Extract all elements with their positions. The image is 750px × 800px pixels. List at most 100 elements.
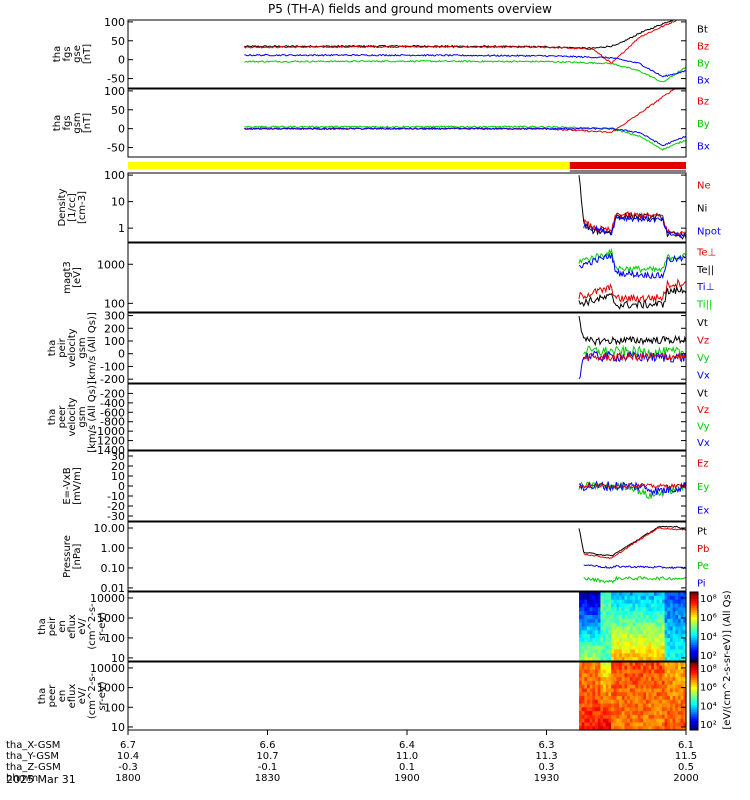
heat-cell (581, 649, 585, 654)
heat-cell (659, 688, 663, 693)
heat-cell (672, 684, 676, 690)
heat-cell (635, 630, 639, 635)
y-tick-label: 1000 (97, 682, 125, 695)
heat-cell (581, 595, 585, 601)
heat-cell (629, 615, 634, 620)
heat-cell (683, 622, 687, 628)
heat-cell (659, 634, 663, 639)
y-label-line: [mV/m] (72, 467, 83, 505)
heat-cell (608, 630, 612, 635)
heat-cell (600, 626, 604, 631)
heat-cell (659, 696, 663, 701)
heat-cell (640, 634, 644, 639)
heat-cell (677, 714, 682, 720)
y-tick-label: 50 (111, 104, 125, 117)
heat-cell (672, 696, 676, 701)
heat-cell (589, 653, 594, 658)
heat-cell (619, 630, 623, 635)
heat-cell (619, 669, 623, 674)
heat-cell (651, 714, 655, 720)
colorbar-cell (690, 640, 698, 644)
heat-cell (672, 599, 676, 605)
heat-cell (680, 653, 684, 658)
heat-cell (592, 662, 596, 667)
heat-cell (632, 603, 636, 608)
heat-cell (627, 607, 631, 612)
heat-cell (611, 726, 615, 731)
heat-cell (683, 677, 687, 682)
heat-cell (611, 718, 615, 724)
heat-cell (645, 722, 650, 727)
heat-cell (680, 714, 684, 720)
heat-cell (624, 657, 628, 662)
heat-cell (603, 626, 607, 631)
heat-cell (667, 718, 671, 724)
heat-cell (579, 630, 583, 635)
heat-cell (629, 611, 634, 616)
heat-cell (669, 707, 674, 712)
y-label-line: velocity (67, 328, 78, 367)
x-row-value: 11.3 (535, 751, 557, 762)
colorbar-cell (690, 680, 698, 683)
heat-cell (624, 638, 628, 643)
heat-cell (648, 649, 652, 654)
heat-cell (581, 662, 585, 667)
heat-cell (627, 618, 631, 624)
heat-cell (643, 669, 647, 674)
heat-cell (669, 711, 674, 716)
heat-cell (624, 595, 628, 601)
heat-cell (653, 615, 658, 620)
heat-cell (613, 718, 618, 724)
heat-cell (632, 669, 636, 674)
heat-cell (653, 726, 658, 731)
heat-cell (621, 599, 626, 605)
y-label-line: [1/cc] (67, 193, 78, 222)
heat-cell (635, 711, 639, 716)
heat-cell (608, 665, 612, 671)
heat-cell (677, 688, 682, 693)
heat-cell (645, 638, 650, 643)
y-label-line: Pressure (62, 535, 73, 578)
heat-cell (581, 707, 585, 712)
heat-cell (680, 634, 684, 639)
heat-cell (653, 634, 658, 639)
heat-cell (651, 638, 655, 643)
heat-cell (677, 677, 682, 682)
heat-cell (667, 618, 671, 624)
heat-cell (637, 673, 642, 678)
heat-cell (680, 649, 684, 654)
heat-cell (645, 599, 650, 605)
heat-cell (608, 634, 612, 639)
x-row-value: 1930 (534, 773, 559, 784)
x-row-value: -0.1 (258, 762, 278, 773)
heat-cell (608, 669, 612, 674)
heat-cell (605, 711, 610, 716)
heat-cell (616, 692, 620, 697)
heat-cell (584, 692, 588, 697)
legend-By: By (697, 119, 710, 130)
heat-cell (597, 618, 602, 624)
heat-cell (589, 696, 594, 701)
heat-cell (619, 692, 623, 697)
y-label-line: tha (52, 46, 63, 62)
heat-cell (579, 711, 583, 716)
heat-cell (611, 615, 615, 620)
heat-cell (621, 630, 626, 635)
heat-cell (624, 645, 628, 651)
colorbar-cell (690, 727, 698, 731)
heat-cell (621, 680, 626, 686)
heat-cell (616, 673, 620, 678)
heat-cell (643, 684, 647, 690)
legend-Vz: Vz (697, 335, 709, 346)
heat-cell (619, 703, 623, 708)
heat-cell (664, 684, 668, 690)
heat-cell (581, 692, 585, 697)
heat-cell (603, 722, 607, 727)
heat-cell (603, 669, 607, 674)
heat-cell (589, 677, 594, 682)
heat-cell (669, 657, 674, 662)
colorbar-cell (690, 666, 698, 670)
panel-frame (127, 521, 687, 592)
